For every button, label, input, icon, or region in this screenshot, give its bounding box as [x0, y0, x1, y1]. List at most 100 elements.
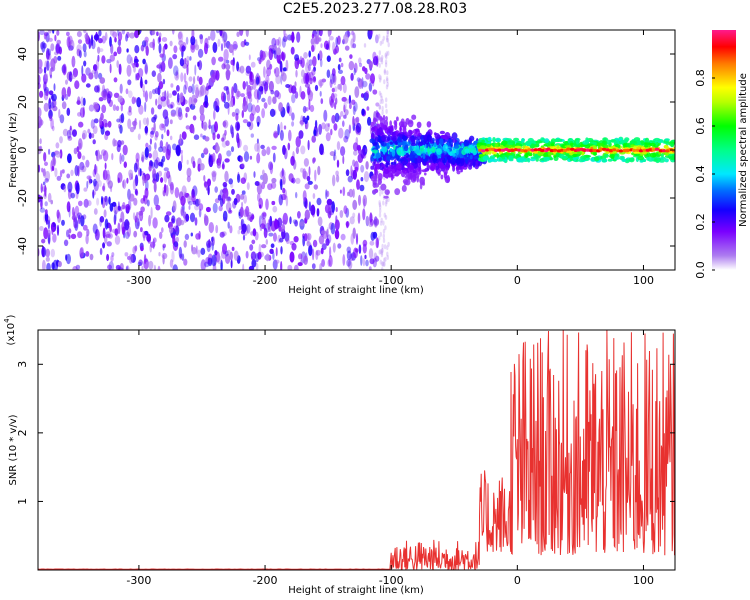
- heatmap-cell: [588, 149, 594, 153]
- heatmap-cell: [310, 204, 316, 216]
- heatmap-cell: [61, 169, 65, 174]
- heatmap-cell: [193, 134, 200, 140]
- heatmap-cell: [85, 83, 91, 88]
- heatmap-cell: [50, 248, 55, 258]
- heatmap-cell: [153, 159, 159, 169]
- heatmap-cell: [394, 188, 401, 196]
- heatmap-cell: [106, 93, 111, 104]
- heatmap-cell: [275, 74, 281, 85]
- heatmap-cell: [51, 156, 57, 167]
- heatmap-cell: [191, 83, 195, 95]
- heatmap-cell: [59, 136, 63, 144]
- heatmap-cell: [304, 183, 310, 190]
- heatmap-cell: [46, 90, 49, 97]
- heatmap-cell: [50, 101, 55, 109]
- heatmap-cell: [405, 118, 410, 125]
- heatmap-cell: [374, 255, 380, 262]
- heatmap-cell: [389, 120, 393, 127]
- heatmap-cell: [278, 194, 283, 206]
- heatmap-cell: [120, 113, 125, 124]
- heatmap-cell: [364, 254, 367, 260]
- heatmap-cell: [180, 206, 184, 217]
- heatmap-cell: [77, 39, 83, 44]
- heatmap-cell: [134, 58, 139, 63]
- heatmap-cell: [134, 30, 140, 39]
- heatmap-cell: [410, 142, 417, 147]
- heatmap-cell: [52, 30, 55, 34]
- x-tick-label: 0: [514, 274, 521, 287]
- heatmap-cell: [119, 152, 122, 165]
- heatmap-cell: [547, 151, 552, 156]
- heatmap-cell: [246, 84, 252, 96]
- heatmap-cell: [382, 114, 386, 121]
- heatmap-cell: [178, 31, 184, 43]
- heatmap-cell: [178, 40, 184, 46]
- heatmap-cell: [625, 148, 630, 152]
- heatmap-cell: [78, 121, 84, 128]
- heatmap-cell: [378, 249, 381, 255]
- heatmap-cell: [197, 48, 204, 59]
- heatmap-cell: [161, 37, 168, 42]
- heatmap-cell: [325, 238, 330, 246]
- heatmap-cell: [384, 189, 390, 196]
- heatmap-cell: [251, 259, 257, 268]
- heatmap-cell: [45, 248, 50, 258]
- heatmap-cell: [561, 155, 568, 159]
- heatmap-cell: [326, 55, 331, 62]
- heatmap-cell: [255, 104, 261, 114]
- heatmap-cell: [195, 87, 200, 99]
- heatmap-cell: [508, 155, 514, 161]
- heatmap-cell: [189, 56, 192, 61]
- heatmap-cell: [261, 97, 266, 103]
- heatmap-cell: [343, 101, 347, 111]
- colorbar-tick-label: 0.0: [694, 261, 707, 279]
- heatmap-cell: [166, 90, 169, 101]
- heatmap-cell: [134, 174, 139, 187]
- heatmap-cell: [308, 64, 311, 72]
- heatmap-cell: [422, 181, 425, 186]
- heatmap-cell: [236, 31, 240, 37]
- heatmap-cell: [293, 264, 299, 270]
- heatmap-cell: [162, 146, 167, 153]
- heatmap-cell: [267, 183, 273, 191]
- heatmap-cell: [237, 229, 241, 235]
- heatmap-cell: [383, 261, 386, 267]
- heatmap-cell: [70, 169, 74, 176]
- heatmap-cell: [142, 90, 146, 98]
- heatmap-cell: [200, 152, 205, 159]
- heatmap-cell: [204, 94, 208, 107]
- heatmap-cell: [419, 145, 425, 152]
- x-tick-label: 100: [633, 574, 654, 587]
- heatmap-cell: [199, 163, 205, 171]
- heatmap-cell: [233, 82, 238, 94]
- heatmap-cell: [181, 45, 186, 52]
- heatmap-cell: [280, 261, 283, 270]
- heatmap-cell: [308, 50, 312, 58]
- heatmap-cell: [188, 200, 193, 206]
- heatmap-cell: [88, 132, 92, 139]
- heatmap-cell: [570, 147, 575, 151]
- heatmap-cell: [291, 121, 295, 127]
- heatmap-cell: [98, 180, 102, 187]
- snr-y-ticks: 1 2 3: [16, 361, 675, 505]
- heatmap-cell: [199, 104, 205, 116]
- heatmap-cell: [38, 116, 42, 129]
- heatmap-cell: [148, 153, 153, 159]
- heatmap-cell: [505, 144, 509, 148]
- heatmap-cell: [52, 65, 56, 72]
- heatmap-cell: [384, 256, 387, 262]
- heatmap-cell: [170, 101, 175, 109]
- heatmap-cell: [242, 234, 246, 241]
- heatmap-cell: [186, 159, 189, 165]
- heatmap-cell: [59, 114, 65, 124]
- heatmap-cell: [174, 187, 180, 199]
- heatmap-cell: [660, 156, 666, 160]
- heatmap-cell: [225, 140, 230, 147]
- heatmap-cell: [409, 164, 414, 172]
- heatmap-cell: [105, 233, 111, 239]
- x-tick-label: -200: [253, 574, 278, 587]
- heatmap-cell: [183, 191, 187, 204]
- heatmap-cell: [496, 138, 500, 142]
- heatmap-cell: [66, 201, 71, 213]
- heatmap-cell: [44, 184, 47, 197]
